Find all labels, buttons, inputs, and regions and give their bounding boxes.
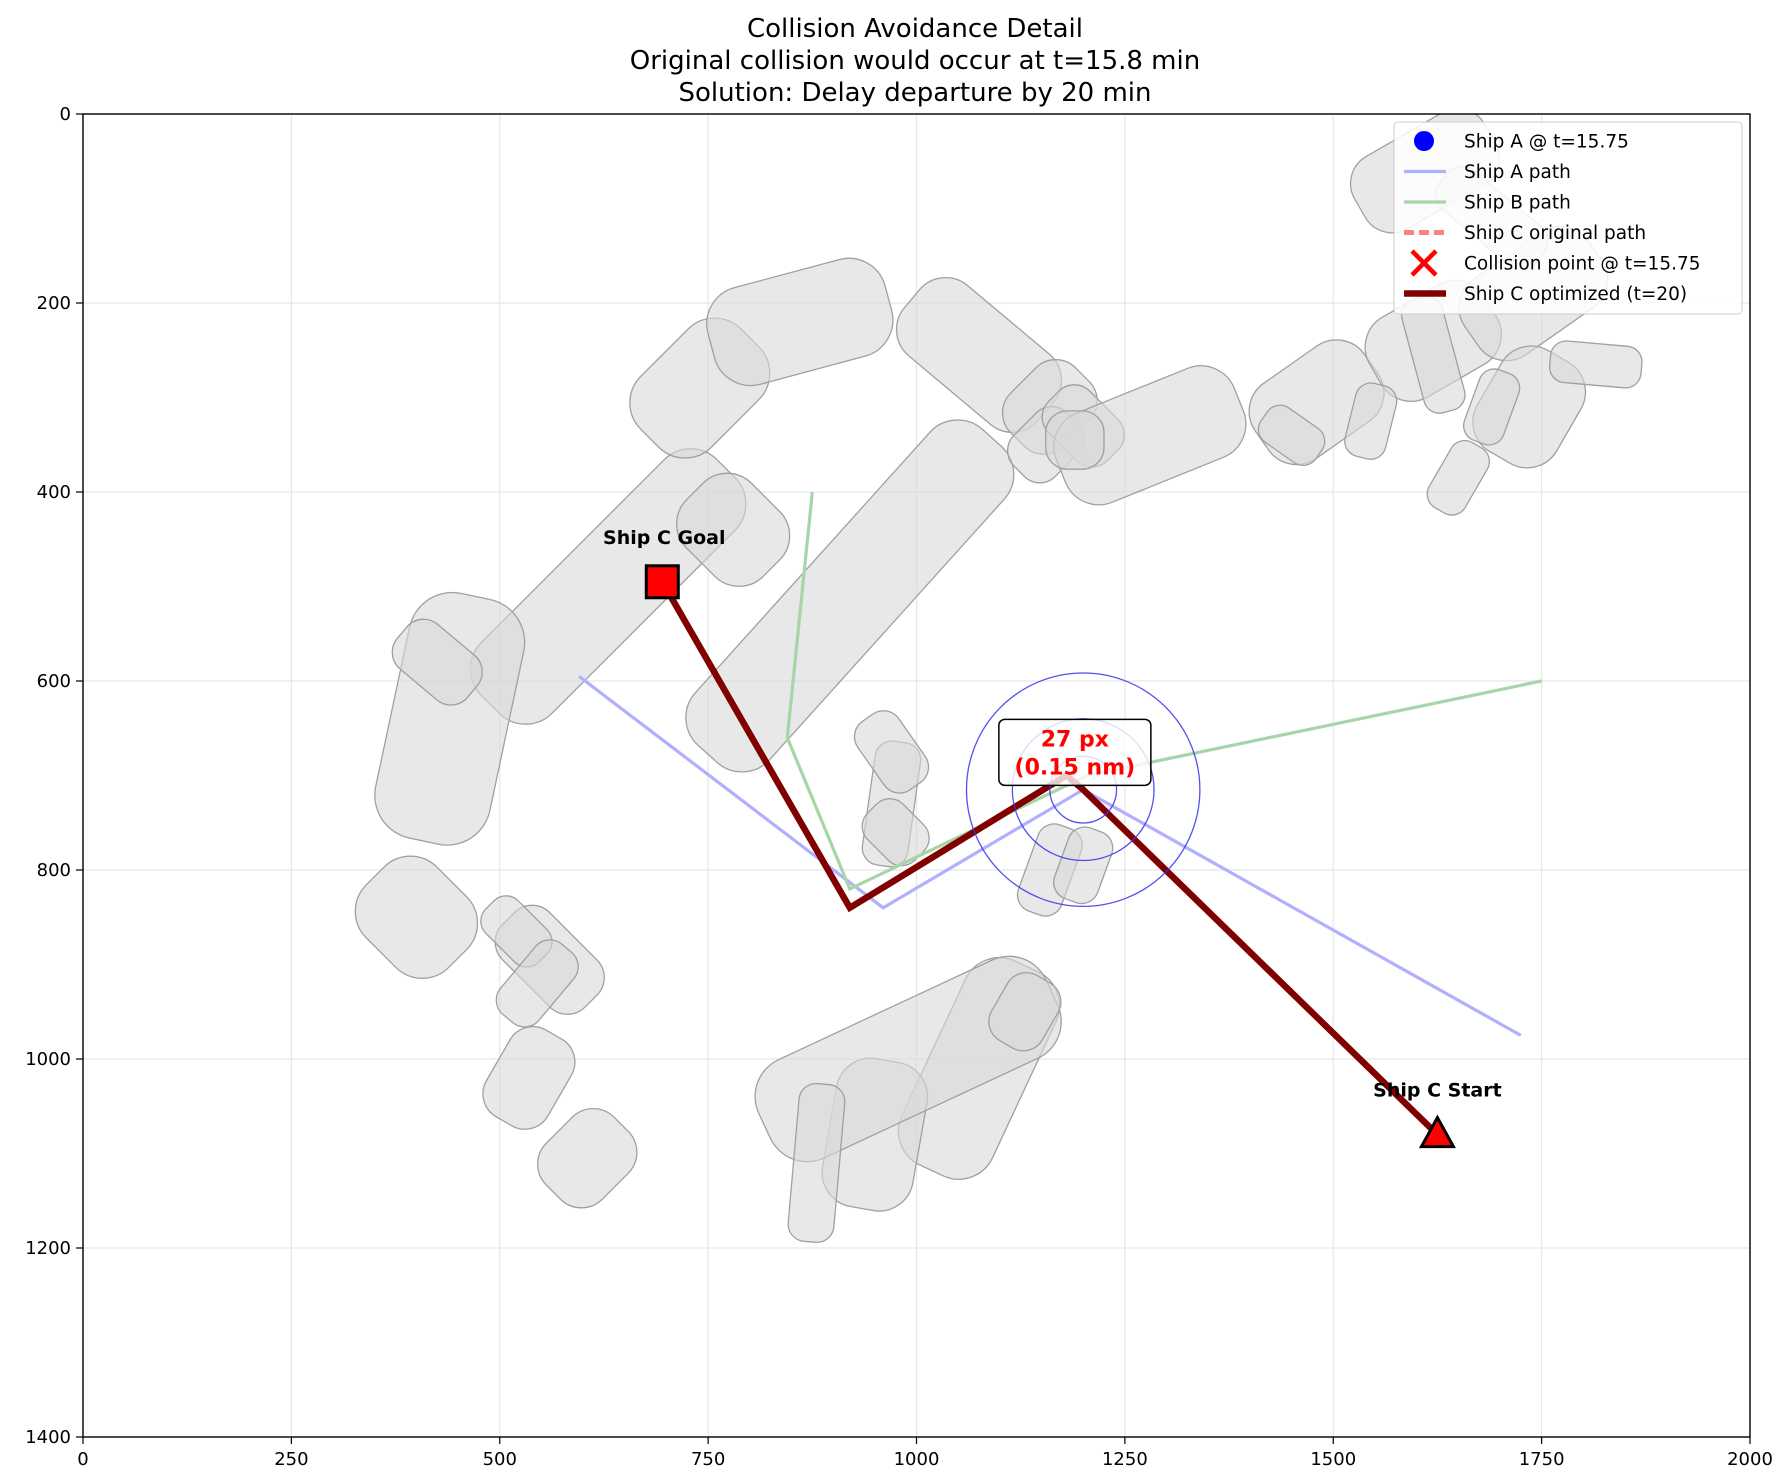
y-tick-label: 1200 <box>25 1238 71 1259</box>
series-line-ship-b-path <box>785 491 1542 892</box>
obstacle <box>537 1107 638 1209</box>
axis-ticks: 0 250 500 750 1000 1250 1500 1750 2000 0 200 400 600… <box>25 104 1773 1470</box>
ship-c-start-label: Ship C Start <box>1373 1080 1502 1102</box>
y-tick-label: 1400 <box>25 1427 71 1448</box>
distance-annotation-box <box>998 718 1152 787</box>
x-tick-label: 2000 <box>1727 1449 1773 1470</box>
obstacle <box>482 1025 576 1130</box>
obstacle <box>675 472 791 587</box>
distance-annotation-line-1: 27 px <box>1041 727 1109 752</box>
obstacles <box>354 114 1643 1244</box>
legend-item-collision-point-t-15-75-label: Collision point @ t=15.75 <box>1464 254 1701 275</box>
obstacle <box>1257 404 1326 467</box>
markers: Ship C Start Ship C Goal 27 px (0.15 nm) <box>603 527 1502 1149</box>
obstacle <box>1344 382 1398 460</box>
obstacle <box>1462 368 1521 446</box>
legend-item-collision-point-t-15-75-swatch <box>1410 249 1438 277</box>
ship-c-goal-label: Ship C Goal <box>603 527 725 549</box>
obstacle <box>495 939 579 1028</box>
legend-item-ship-a-t-15-75-swatch <box>1414 131 1434 151</box>
legend-item-ship-a-path-label: Ship A path <box>1464 162 1571 183</box>
obstacle <box>685 419 1015 773</box>
x-tick-label: 1000 <box>894 1449 940 1470</box>
legend-item-ship-c-original-path-label: Ship C original path <box>1464 223 1646 244</box>
obstacle <box>354 855 479 979</box>
legend-item-ship-b-path-label: Ship B path <box>1464 193 1571 214</box>
distance-annotation-line-2: (0.15 nm) <box>1015 755 1136 780</box>
x-tick-label: 1250 <box>1102 1449 1148 1470</box>
chart-title: Collision Avoidance Detail <box>747 14 1083 44</box>
x-tick-label: 1500 <box>1310 1449 1356 1470</box>
y-tick-label: 200 <box>37 293 71 314</box>
obstacle <box>988 972 1062 1052</box>
x-tick-label: 500 <box>483 1449 517 1470</box>
y-tick-label: 400 <box>37 482 71 503</box>
ship-c-goal-marker <box>644 564 680 600</box>
chart-subtitle-line-1: Original collision would occur at t=15.8… <box>630 46 1200 76</box>
obstacle <box>1426 439 1491 516</box>
y-tick-label: 600 <box>37 671 71 692</box>
x-tick-label: 0 <box>77 1449 88 1470</box>
obstacle <box>1045 410 1105 470</box>
obstacle <box>374 591 526 846</box>
safety-circle <box>965 672 1201 908</box>
x-tick-label: 1750 <box>1519 1449 1565 1470</box>
obstacle <box>706 257 894 387</box>
legend-item-ship-c-optimized-t-20-label: Ship C optimized (t=20) <box>1464 284 1687 305</box>
y-tick-label: 800 <box>37 860 71 881</box>
x-tick-label: 250 <box>274 1449 308 1470</box>
legend-box <box>1393 121 1743 315</box>
legend: Ship A @ t=15.75 Ship A path Ship B path Sh… <box>1393 121 1743 315</box>
obstacle <box>1548 340 1643 389</box>
obstacle <box>787 1082 846 1244</box>
obstacle <box>391 618 483 706</box>
y-tick-label: 1000 <box>25 1049 71 1070</box>
x-tick-label: 750 <box>691 1449 725 1470</box>
legend-item-ship-a-t-15-75-label: Ship A @ t=15.75 <box>1464 132 1629 153</box>
obstacle <box>853 710 930 794</box>
obstacle <box>1053 365 1247 506</box>
chart-subtitle-line-2: Solution: Delay departure by 20 min <box>679 78 1152 108</box>
ship-c-start-marker <box>1418 1114 1456 1149</box>
y-tick-label: 0 <box>60 104 71 125</box>
